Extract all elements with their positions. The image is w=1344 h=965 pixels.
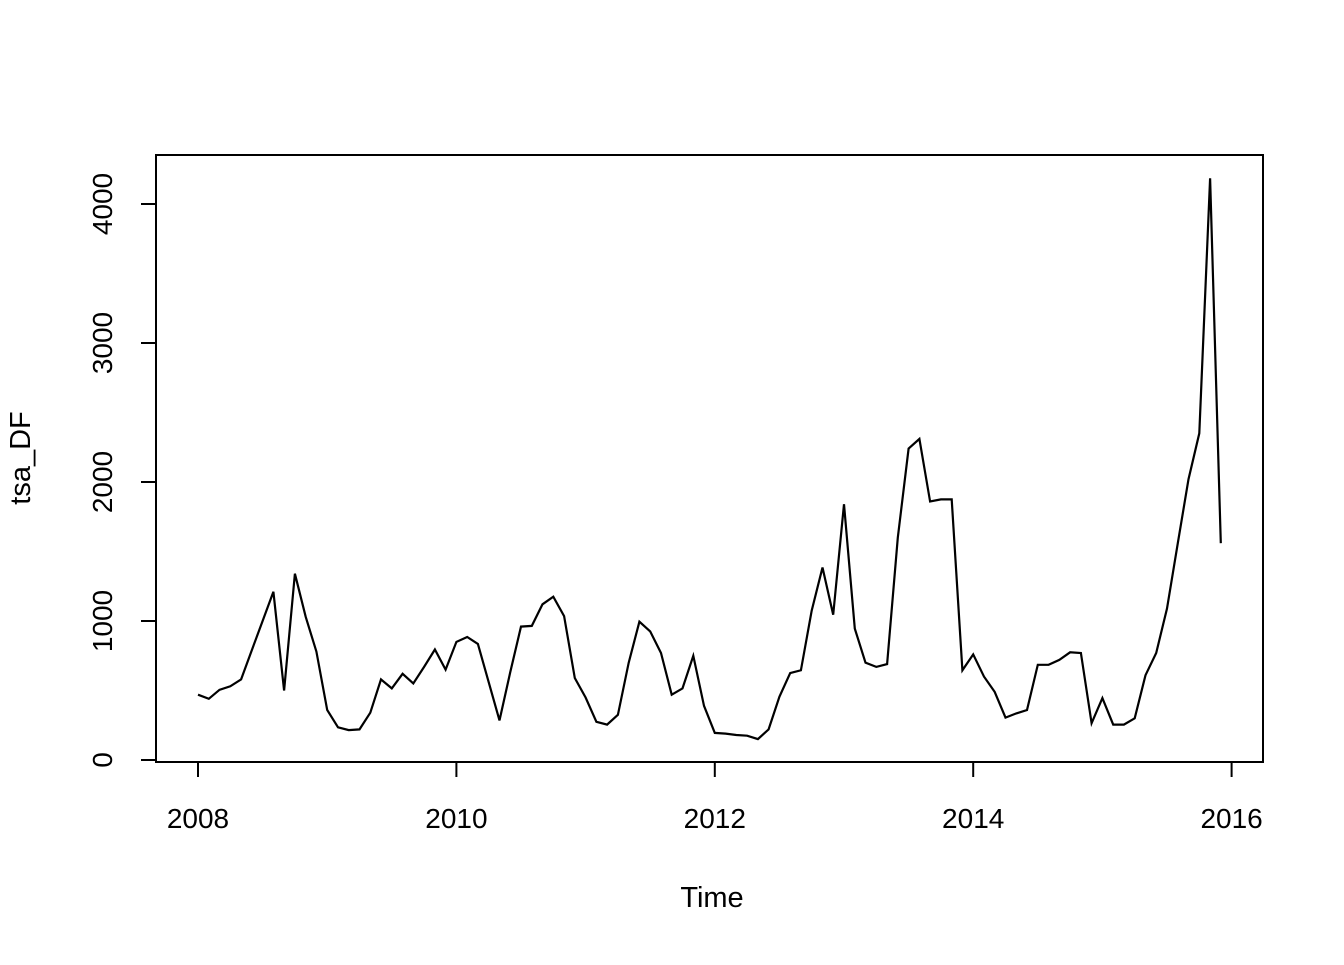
x-tick-label: 2010 [425,803,487,834]
y-tick-label: 3000 [87,312,118,374]
plot-border [155,154,1264,763]
y-tick-label: 4000 [87,173,118,235]
x-tick-label: 2008 [167,803,229,834]
y-tick-label: 1000 [87,590,118,652]
x-tick-label: 2016 [1200,803,1262,834]
y-tick-label: 2000 [87,451,118,513]
x-axis-title: Time [680,882,743,914]
x-tick-label: 2014 [942,803,1004,834]
series-line [197,178,1222,741]
axis-ticks: 2008 2010 2012 2014 2016 0 1000 2000 3000 4000 [87,173,1263,834]
y-tick-label: 0 [87,752,118,768]
y-axis-title: tsa_DF [5,411,37,504]
x-tick-label: 2012 [684,803,746,834]
